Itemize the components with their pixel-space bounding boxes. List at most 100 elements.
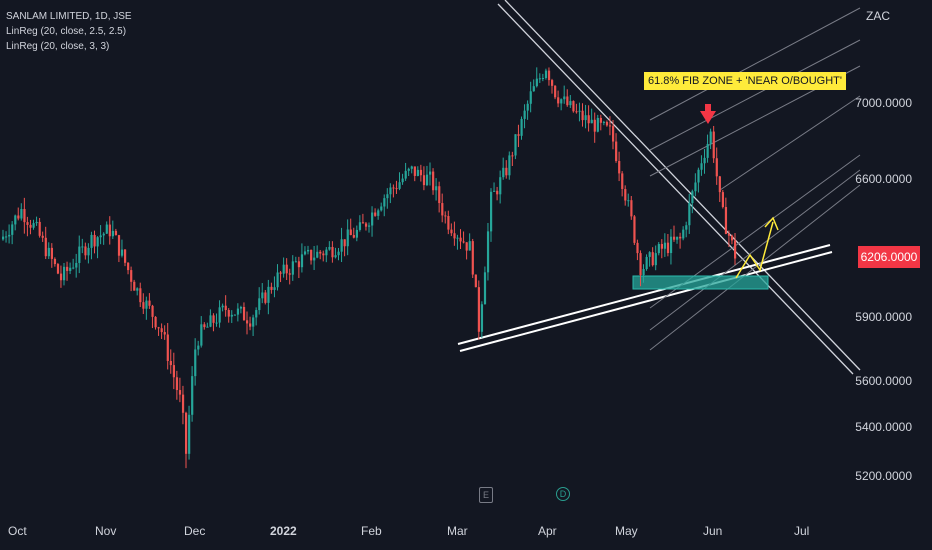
- candle-body: [544, 70, 548, 78]
- candle-body: [377, 210, 380, 216]
- candle-body: [96, 237, 99, 247]
- candle-body: [679, 236, 682, 239]
- candle-body: [209, 315, 212, 327]
- candle-body: [90, 234, 93, 248]
- candle-body: [197, 345, 200, 350]
- candle-body: [660, 244, 663, 249]
- candle-body: [276, 272, 279, 288]
- candle-body: [404, 170, 407, 179]
- currency-label: ZAC: [866, 9, 890, 23]
- candle-body: [676, 236, 679, 240]
- candle-body: [691, 191, 694, 204]
- linreg-upper-2: [649, 39, 861, 151]
- candle-body: [554, 85, 557, 98]
- candle-body: [227, 310, 230, 317]
- candle-body: [53, 258, 57, 265]
- candle-body: [322, 253, 325, 256]
- candle-body: [371, 212, 374, 226]
- candle-body: [727, 233, 731, 236]
- time-tick-label: Feb: [361, 524, 382, 538]
- candle-body: [69, 267, 72, 271]
- candle-body: [303, 251, 307, 255]
- candle-body: [230, 314, 233, 317]
- candle-body: [157, 327, 160, 329]
- candle-body: [175, 377, 179, 391]
- candle-body: [395, 188, 398, 190]
- candle-body: [483, 272, 487, 305]
- time-tick-label: 2022: [270, 524, 297, 538]
- candle-body: [520, 118, 523, 136]
- candle-body: [75, 262, 78, 268]
- candle-body: [587, 115, 590, 124]
- candle-body: [212, 315, 215, 323]
- candle-body: [297, 261, 301, 268]
- candle-body: [23, 209, 26, 223]
- candle-body: [590, 119, 593, 124]
- candle-body: [151, 305, 154, 317]
- candle-body: [535, 78, 538, 87]
- candle-body: [252, 317, 255, 327]
- candle-body: [505, 167, 508, 176]
- candle-body: [17, 215, 20, 219]
- candle-body: [718, 176, 721, 193]
- candle-body: [325, 249, 328, 256]
- candle-body: [471, 241, 474, 275]
- candle-body: [364, 223, 368, 227]
- candle-body: [523, 110, 526, 119]
- dividend-badge[interactable]: D: [556, 487, 570, 501]
- candle-body: [673, 236, 676, 240]
- candle-body: [709, 131, 712, 144]
- projection-path: [735, 221, 774, 279]
- candle-body: [148, 300, 151, 306]
- linreg-lower-2: [649, 169, 861, 331]
- candle-body: [343, 239, 346, 247]
- candle-body: [541, 77, 545, 79]
- candle-body: [432, 171, 435, 191]
- candle-body: [389, 187, 392, 195]
- candle-body: [26, 222, 29, 225]
- candle-body: [441, 203, 444, 216]
- candle-body: [334, 255, 337, 258]
- earnings-badge[interactable]: E: [479, 487, 493, 503]
- candle-body: [29, 224, 32, 228]
- candle-body: [249, 323, 252, 327]
- candle-body: [566, 96, 569, 106]
- candle-body: [575, 111, 578, 113]
- candle-body: [261, 292, 264, 299]
- candle-body: [81, 246, 84, 248]
- descending-trendline-2: [497, 3, 854, 375]
- candle-body: [63, 266, 66, 281]
- candle-body: [368, 225, 371, 227]
- candle-body: [419, 169, 423, 176]
- indicator-linreg-2[interactable]: LinReg (20, close, 3, 3): [6, 41, 110, 52]
- candle-body: [145, 300, 148, 309]
- candle-body: [331, 246, 334, 258]
- candle-body: [663, 242, 667, 249]
- candle-body: [282, 264, 285, 274]
- symbol-title[interactable]: SANLAM LIMITED, 1D, JSE: [6, 11, 132, 22]
- indicator-linreg-1[interactable]: LinReg (20, close, 2.5, 2.5): [6, 26, 127, 37]
- time-tick-label: Dec: [184, 524, 206, 538]
- candle-body: [264, 292, 267, 303]
- candle-body: [2, 236, 5, 240]
- support-zone: [632, 275, 769, 290]
- candle-body: [78, 246, 81, 263]
- candle-body: [361, 222, 365, 224]
- linreg-upper-4: [719, 95, 861, 191]
- price-tick-label: 5200.0000: [855, 469, 912, 483]
- candle-body: [468, 241, 471, 251]
- down-arrow-icon: [700, 104, 716, 124]
- time-tick-label: Mar: [447, 524, 468, 538]
- candle-body: [596, 117, 599, 132]
- candle-body: [685, 225, 688, 230]
- candle-body: [380, 206, 383, 211]
- candles: [2, 67, 737, 469]
- price-tick-label: 5600.0000: [855, 374, 912, 388]
- candle-body: [307, 249, 310, 252]
- candle-body: [496, 190, 499, 195]
- candle-body: [651, 252, 654, 266]
- candle-body: [105, 224, 108, 234]
- candle-body: [120, 249, 124, 256]
- candle-body: [383, 198, 386, 207]
